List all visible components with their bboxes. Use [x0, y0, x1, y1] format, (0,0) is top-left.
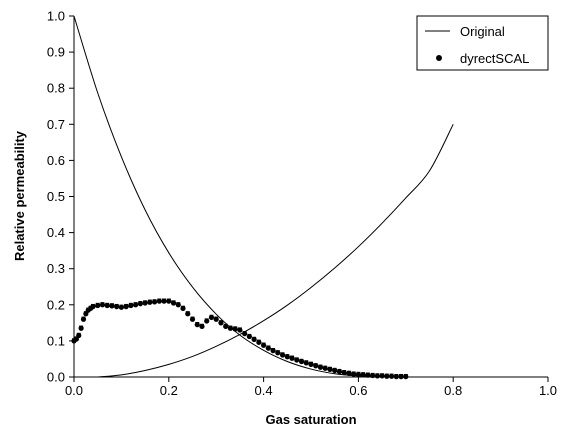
data-point — [242, 331, 248, 337]
data-point — [284, 354, 290, 360]
data-point — [199, 323, 205, 330]
y-tick-label: 0.0 — [47, 370, 65, 385]
data-point — [123, 304, 129, 310]
x-tick-label: 1.0 — [539, 383, 557, 398]
y-tick-label: 0.5 — [47, 189, 65, 204]
data-point — [265, 345, 271, 351]
x-axis-title: Gas saturation — [265, 412, 356, 427]
data-point — [204, 318, 210, 324]
x-tick-label: 0.6 — [349, 383, 367, 398]
data-point — [104, 302, 110, 309]
legend: Original dyrectSCAL — [416, 15, 549, 71]
axes-layer: 0.0 0.2 0.4 0.6 0.8 1.0 0.0 0.1 0.2 0.3 0.4 0.5 0.6 0… — [47, 9, 557, 399]
data-point — [156, 298, 162, 304]
data-point — [208, 314, 215, 321]
data-point — [128, 302, 134, 309]
data-point — [166, 298, 172, 304]
data-point — [327, 366, 333, 373]
data-point — [194, 322, 200, 328]
data-point — [151, 299, 158, 305]
data-point — [213, 316, 219, 322]
data-point — [251, 336, 257, 343]
data-point — [161, 298, 167, 304]
data-point — [308, 361, 314, 367]
data-point — [261, 342, 267, 348]
data-point — [237, 327, 243, 333]
data-point — [133, 302, 139, 308]
y-axis-title: Relative permeability — [12, 130, 27, 261]
data-point — [256, 339, 262, 345]
data-point — [384, 373, 390, 379]
data-point — [175, 302, 181, 308]
data-point — [341, 370, 347, 376]
data-point — [322, 365, 328, 371]
data-point — [227, 325, 234, 331]
data-point — [118, 304, 124, 310]
data-point — [109, 303, 115, 309]
data-point — [95, 302, 101, 309]
y-tick-label: 0.7 — [47, 117, 65, 132]
data-point — [170, 300, 177, 306]
legend-label-original: Original — [460, 24, 505, 39]
data-point — [346, 370, 352, 376]
data-point — [360, 372, 366, 378]
y-tick-label: 0.9 — [47, 45, 65, 60]
data-point — [76, 332, 82, 339]
data-point — [289, 355, 295, 361]
data-point — [270, 348, 276, 354]
data-point — [298, 358, 305, 365]
data-point — [80, 316, 87, 322]
data-point — [137, 301, 143, 307]
data-point — [180, 305, 186, 312]
data-point — [147, 299, 153, 305]
x-tick-label: 0.8 — [444, 383, 462, 398]
data-point — [336, 368, 343, 375]
data-point — [351, 371, 357, 377]
y-tick-label: 1.0 — [47, 9, 65, 24]
data-point — [223, 323, 229, 330]
data-point — [379, 373, 385, 379]
legend-point-swatch — [436, 55, 442, 61]
data-point — [246, 333, 252, 340]
y-tick-label: 0.1 — [47, 333, 65, 348]
y-tick-label: 0.6 — [47, 153, 65, 168]
y-tick-label: 0.3 — [47, 261, 65, 276]
data-point — [294, 357, 300, 363]
x-tick-label: 0.2 — [160, 383, 178, 398]
original-curve-2 — [97, 124, 454, 378]
data-point — [365, 372, 371, 378]
data-point — [185, 311, 191, 317]
y-tick-label: 0.8 — [47, 81, 65, 96]
data-point — [332, 367, 338, 374]
data-point — [275, 350, 281, 356]
data-point — [189, 316, 196, 322]
data-point — [317, 364, 324, 370]
data-point — [99, 302, 106, 308]
data-point — [78, 325, 84, 331]
plot-area — [74, 16, 548, 377]
legend-label-dyrectscal: dyrectSCAL — [460, 51, 529, 66]
x-tick-label: 0.4 — [255, 383, 273, 398]
x-tick-label: 0.0 — [65, 383, 83, 398]
data-point — [355, 371, 361, 378]
data-point — [90, 304, 96, 310]
data-point — [313, 363, 319, 369]
y-tick-label: 0.2 — [47, 297, 65, 312]
data-point — [303, 360, 309, 366]
legend-box — [416, 15, 549, 71]
y-tick-label: 0.4 — [47, 225, 65, 240]
data-point — [279, 352, 286, 358]
data-point — [218, 320, 224, 326]
data-point — [142, 300, 148, 306]
data-point — [388, 373, 395, 379]
data-point — [232, 326, 238, 332]
data-point — [374, 373, 380, 379]
data-point — [114, 304, 120, 310]
series-layer — [71, 15, 454, 380]
